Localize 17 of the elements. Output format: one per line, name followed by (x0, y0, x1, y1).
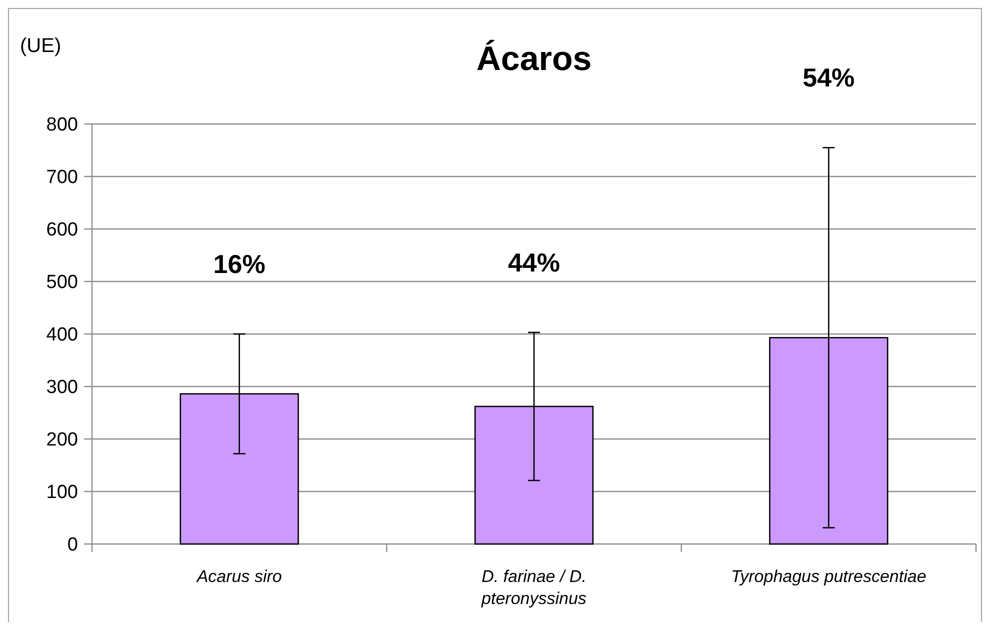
y-axis-title: (UE) (20, 35, 62, 57)
annotation: 44% (508, 248, 560, 278)
y-tick-label: 500 (46, 272, 78, 294)
y-tick-label: 400 (46, 324, 78, 346)
y-tick-label: 300 (46, 377, 78, 398)
text: 54% (802, 62, 855, 93)
y-tick-label: 700 (46, 167, 78, 188)
x-tick-label: Acarus siro (196, 567, 282, 586)
x-tick-label: Tyrophagus putrescentiae (731, 567, 926, 586)
y-tick-label: 200 (46, 430, 78, 451)
y-tick-label: 600 (46, 220, 78, 241)
y-tick-label: 100 (46, 482, 78, 504)
y-tick-label: 0 (67, 534, 78, 556)
y-tick-label: 800 (46, 114, 78, 136)
x-tick-label: D. farinae / D. pteronyssinus (480, 567, 587, 608)
chart-title: Ácaros (476, 39, 592, 78)
annotation: 16% (213, 249, 266, 280)
